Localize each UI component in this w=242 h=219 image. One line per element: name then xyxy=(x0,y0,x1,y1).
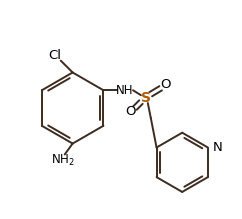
Text: N: N xyxy=(213,141,223,154)
Text: S: S xyxy=(141,91,151,105)
Text: O: O xyxy=(125,106,135,118)
Text: Cl: Cl xyxy=(48,49,61,62)
Text: O: O xyxy=(160,78,171,91)
Text: NH$_2$: NH$_2$ xyxy=(51,153,75,168)
Text: NH: NH xyxy=(116,84,134,97)
